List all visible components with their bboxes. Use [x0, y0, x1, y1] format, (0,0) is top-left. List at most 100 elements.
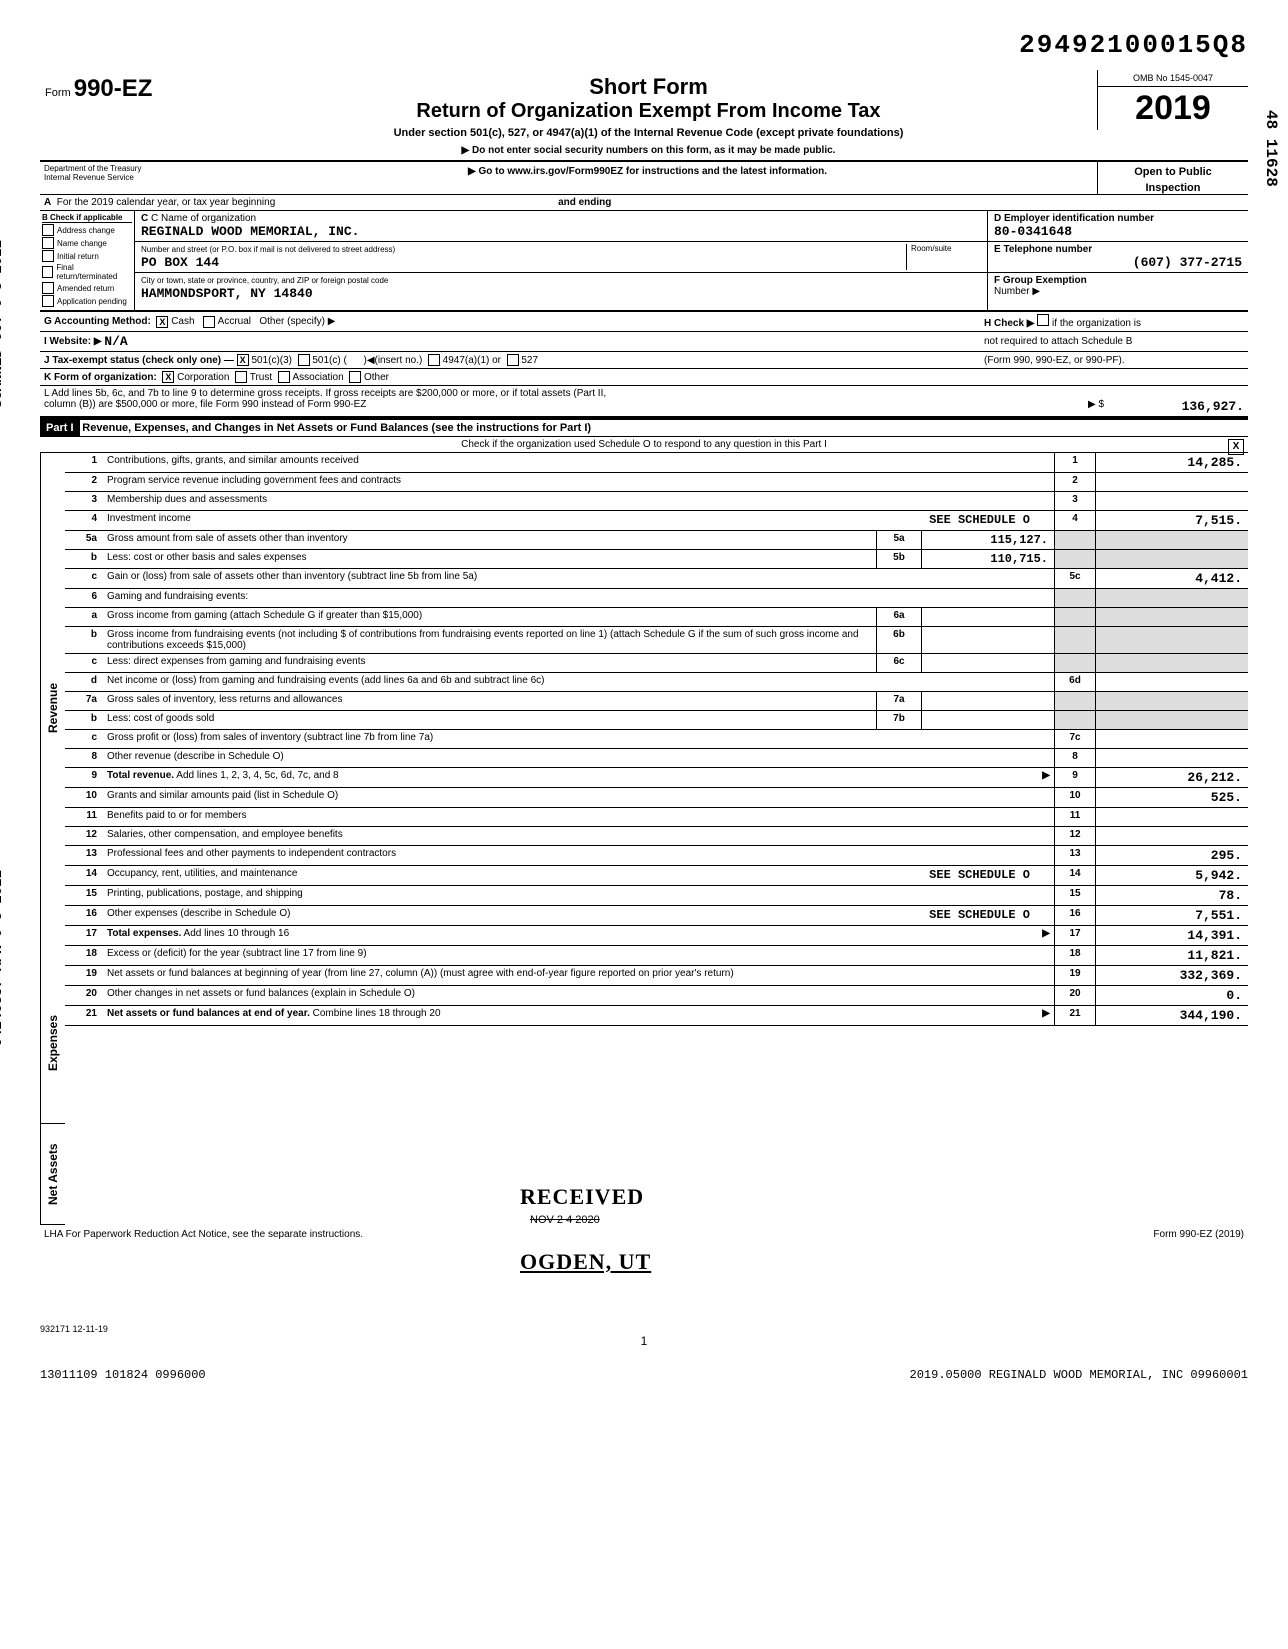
- l-arrow: ▶ $: [1088, 399, 1104, 414]
- applicable-checkbox[interactable]: [42, 237, 54, 249]
- part1-header: Part I Revenue, Expenses, and Changes in…: [40, 418, 1248, 437]
- line-value: 11,821.: [1095, 946, 1248, 965]
- line-ref-num: 6d: [1054, 673, 1095, 691]
- expenses-label: Expenses: [40, 963, 65, 1124]
- line-value: [1095, 749, 1248, 767]
- shaded-cell: [1054, 531, 1095, 549]
- line-value: 295.: [1095, 846, 1248, 865]
- received-stamp: RECEIVED: [520, 1184, 644, 1210]
- corp-checkbox[interactable]: X: [162, 371, 174, 383]
- line-ref-num: 14: [1054, 866, 1095, 885]
- sub-line-val: 115,127.: [921, 531, 1054, 549]
- checkbox-label: Final return/terminated: [56, 263, 132, 281]
- trust-checkbox[interactable]: [235, 371, 247, 383]
- shaded-cell: [1054, 550, 1095, 568]
- table-row: 11Benefits paid to or for members11: [65, 808, 1248, 827]
- line-number: 11: [65, 808, 103, 826]
- line-ref-num: 4: [1054, 511, 1095, 530]
- room-label: Room/suite: [906, 244, 981, 270]
- line-i: I Website: ▶ N/A not required to attach …: [40, 332, 1248, 352]
- left-number-stamp: 04246387 APR 0 5 2021: [0, 870, 6, 1046]
- line-ref-num: 19: [1054, 966, 1095, 985]
- line-number: 2: [65, 473, 103, 491]
- inspection-label: Inspection: [1098, 182, 1248, 194]
- h-tail: if the organization is: [1052, 318, 1141, 329]
- return-title: Return of Organization Exempt From Incom…: [204, 100, 1093, 123]
- table-row: 16Other expenses (describe in Schedule O…: [65, 906, 1248, 926]
- schedule-o-checkbox[interactable]: X: [1228, 439, 1244, 455]
- line-description: Total revenue. Add lines 1, 2, 3, 4, 5c,…: [103, 768, 1054, 787]
- tax-year: 2019: [1098, 87, 1248, 130]
- line-ref-num: 1: [1054, 453, 1095, 472]
- table-row: 20Other changes in net assets or fund ba…: [65, 986, 1248, 1006]
- 527-checkbox[interactable]: [507, 354, 519, 366]
- bottom-right: 2019.05000 REGINALD WOOD MEMORIAL, INC 0…: [910, 1368, 1248, 1382]
- table-row: 2Program service revenue including gover…: [65, 473, 1248, 492]
- checkbox-label: Address change: [57, 226, 115, 235]
- goto-note: ▶ Go to www.irs.gov/Form990EZ for instru…: [198, 162, 1097, 194]
- sub-line-val: [921, 608, 1054, 626]
- schedule-o-ref: SEE SCHEDULE O: [929, 513, 1030, 527]
- line-description: Other changes in net assets or fund bala…: [103, 986, 1054, 1005]
- sub-line-num: 5b: [876, 550, 921, 568]
- applicable-checkbox[interactable]: [42, 250, 54, 262]
- line-description: Contributions, gifts, grants, and simila…: [103, 453, 1054, 472]
- l-text2: column (B)) are $500,000 or more, file F…: [44, 399, 366, 414]
- line-number: 18: [65, 946, 103, 965]
- subtitle: Under section 501(c), 527, or 4947(a)(1)…: [204, 127, 1093, 139]
- table-row: 8Other revenue (describe in Schedule O)8: [65, 749, 1248, 768]
- h-checkbox[interactable]: [1037, 314, 1049, 326]
- table-row: 19Net assets or fund balances at beginni…: [65, 966, 1248, 986]
- shaded-cell: [1095, 608, 1248, 626]
- shaded-cell: [1054, 692, 1095, 710]
- sub-line-num: 7b: [876, 711, 921, 729]
- line-description: Gross income from gaming (attach Schedul…: [103, 608, 876, 626]
- line-ref-num: 18: [1054, 946, 1095, 965]
- applicable-checkbox[interactable]: [42, 282, 54, 294]
- line-number: b: [65, 550, 103, 568]
- addr-label: Number and street (or P.O. box if mail i…: [141, 245, 395, 254]
- 501c-checkbox[interactable]: [298, 354, 310, 366]
- other-org-checkbox[interactable]: [349, 371, 361, 383]
- line-number: 4: [65, 511, 103, 530]
- footer-row: LHA For Paperwork Reduction Act Notice, …: [40, 1225, 1248, 1244]
- line-value: [1095, 492, 1248, 510]
- line-description: Gain or (loss) from sale of assets other…: [103, 569, 1054, 588]
- form-header: Form 990-EZ Short Form Return of Organiz…: [40, 70, 1248, 162]
- line-a-text: For the 2019 calendar year, or tax year …: [57, 197, 275, 208]
- d-label: D Employer identification number: [994, 213, 1154, 224]
- c-label: C Name of organization: [151, 213, 256, 224]
- h-tail3: (Form 990, 990-EZ, or 990-PF).: [984, 355, 1244, 366]
- line-number: b: [65, 627, 103, 653]
- line-description: Grants and similar amounts paid (list in…: [103, 788, 1054, 807]
- applicable-checkbox[interactable]: [42, 224, 54, 236]
- line-description: Excess or (deficit) for the year (subtra…: [103, 946, 1054, 965]
- form-ref: Form 990-EZ (2019): [1153, 1229, 1244, 1240]
- page-number: 1: [40, 1334, 1248, 1348]
- line-number: a: [65, 608, 103, 626]
- sub-line-val: 110,715.: [921, 550, 1054, 568]
- applicable-checkbox[interactable]: [42, 266, 53, 278]
- schedule-o-ref: SEE SCHEDULE O: [929, 868, 1030, 882]
- line-ref-num: 7c: [1054, 730, 1095, 748]
- line-ref-num: 5c: [1054, 569, 1095, 588]
- assoc-checkbox[interactable]: [278, 371, 290, 383]
- applicable-checkbox[interactable]: [42, 295, 54, 307]
- accrual-checkbox[interactable]: [203, 316, 215, 328]
- check-note-text: Check if the organization used Schedule …: [461, 439, 827, 450]
- cash-checkbox[interactable]: X: [156, 316, 168, 328]
- table-row: bGross income from fundraising events (n…: [65, 627, 1248, 654]
- 501c3-checkbox[interactable]: X: [237, 354, 249, 366]
- table-row: 13Professional fees and other payments t…: [65, 846, 1248, 866]
- title-box: Short Form Return of Organization Exempt…: [200, 70, 1097, 160]
- line-number: 6: [65, 589, 103, 607]
- ogden-stamp: OGDEN, UT: [520, 1249, 651, 1275]
- short-form-label: Short Form: [204, 74, 1093, 100]
- table-row: 9Total revenue. Add lines 1, 2, 3, 4, 5c…: [65, 768, 1248, 788]
- line-value: 7,551.: [1095, 906, 1248, 925]
- table-row: 7aGross sales of inventory, less returns…: [65, 692, 1248, 711]
- 4947-checkbox[interactable]: [428, 354, 440, 366]
- phone-row: E Telephone number (607) 377-2715: [988, 242, 1248, 273]
- shaded-cell: [1054, 711, 1095, 729]
- h-tail2: not required to attach Schedule B: [984, 336, 1244, 347]
